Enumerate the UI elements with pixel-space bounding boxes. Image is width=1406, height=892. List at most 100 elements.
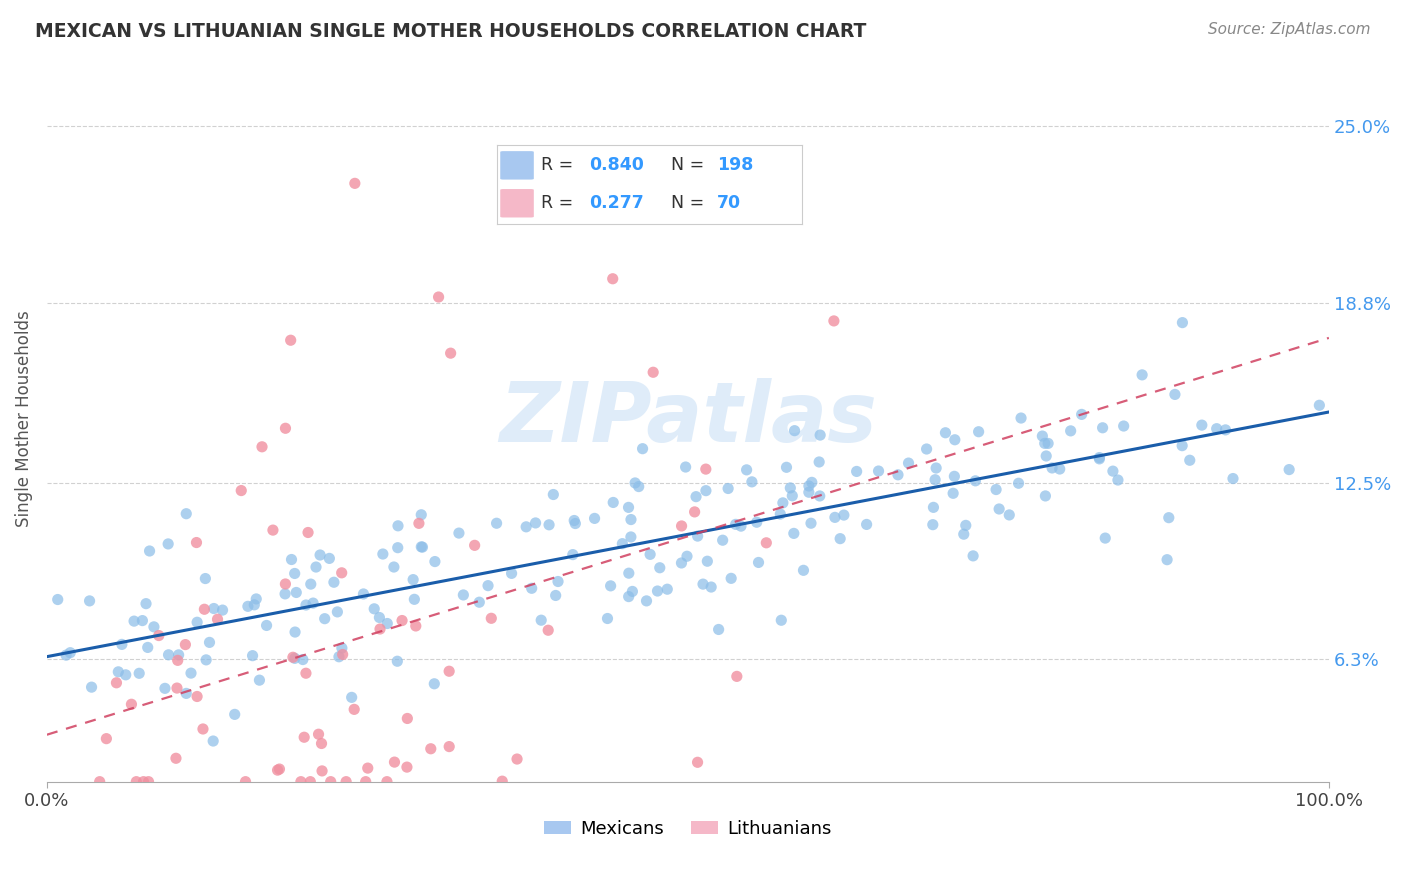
Point (984, 483, 1007, 497)
Point (808, 428, 831, 442)
Point (326, 605, 349, 619)
Point (1033, 436, 1056, 450)
Point (198, 635, 221, 649)
Point (887, 467, 910, 482)
Point (437, 739, 460, 754)
Point (845, 465, 868, 479)
Point (1094, 531, 1116, 545)
Point (967, 425, 990, 439)
Point (520, 582, 543, 596)
Point (599, 579, 621, 593)
Point (538, 517, 561, 532)
Point (868, 464, 890, 478)
Point (942, 486, 965, 500)
Point (274, 587, 297, 601)
Point (128, 666, 150, 681)
FancyBboxPatch shape (501, 151, 534, 179)
Point (955, 518, 977, 533)
Point (291, 652, 314, 666)
Point (375, 774, 398, 789)
Point (1010, 411, 1032, 425)
Legend: Mexicans, Lithuanians: Mexicans, Lithuanians (537, 813, 839, 846)
Point (411, 508, 433, 522)
Point (1156, 552, 1178, 566)
Point (1035, 449, 1057, 463)
Point (89, 774, 111, 789)
Point (207, 612, 229, 626)
Point (174, 638, 197, 652)
Point (537, 624, 560, 638)
Point (696, 554, 718, 568)
Point (830, 532, 852, 546)
Point (1171, 316, 1194, 330)
Point (692, 577, 714, 591)
Point (648, 560, 671, 574)
Point (122, 614, 145, 628)
Text: 0.277: 0.277 (589, 194, 644, 212)
Point (332, 648, 354, 662)
Point (1088, 451, 1111, 466)
Point (330, 641, 353, 656)
Point (318, 551, 340, 566)
Point (1049, 462, 1071, 476)
Point (281, 650, 304, 665)
Point (922, 500, 945, 515)
Point (153, 681, 176, 696)
Point (235, 774, 257, 789)
Point (998, 508, 1021, 522)
Point (717, 482, 740, 496)
Point (180, 666, 202, 681)
Point (783, 526, 806, 541)
Point (166, 681, 188, 695)
Point (165, 751, 187, 765)
Point (186, 535, 208, 549)
Point (583, 511, 606, 525)
Point (779, 481, 801, 495)
Point (1031, 429, 1053, 443)
Point (440, 346, 463, 360)
Point (354, 774, 377, 789)
Point (245, 591, 267, 606)
Text: 0.840: 0.840 (589, 156, 644, 174)
Point (808, 455, 831, 469)
Text: N =: N = (671, 194, 704, 212)
Point (924, 473, 946, 487)
Point (297, 525, 319, 540)
Point (280, 333, 302, 347)
Point (314, 612, 336, 626)
Point (921, 517, 943, 532)
Text: 70: 70 (717, 194, 741, 212)
Point (125, 774, 148, 789)
Point (107, 665, 129, 679)
Point (79, 594, 101, 608)
Point (427, 290, 450, 304)
Point (561, 548, 583, 562)
Point (544, 589, 567, 603)
Point (943, 433, 966, 447)
Point (1278, 462, 1301, 476)
Point (506, 752, 529, 766)
Point (202, 734, 225, 748)
Point (1036, 436, 1059, 450)
Point (340, 690, 363, 705)
Y-axis label: Single Mother Households: Single Mother Households (15, 310, 32, 527)
Point (384, 755, 406, 769)
Point (249, 673, 271, 688)
Point (617, 500, 640, 515)
Point (524, 516, 547, 530)
Point (1164, 387, 1187, 401)
Point (290, 774, 312, 789)
Point (419, 741, 441, 756)
Point (741, 475, 763, 489)
Point (770, 613, 793, 627)
Point (236, 599, 259, 614)
Point (305, 560, 328, 574)
Point (284, 625, 307, 640)
Point (782, 489, 804, 503)
Point (280, 552, 302, 566)
Point (686, 756, 709, 770)
Point (157, 537, 180, 551)
Point (1191, 418, 1213, 433)
Point (638, 547, 661, 561)
Text: R =: R = (541, 156, 574, 174)
